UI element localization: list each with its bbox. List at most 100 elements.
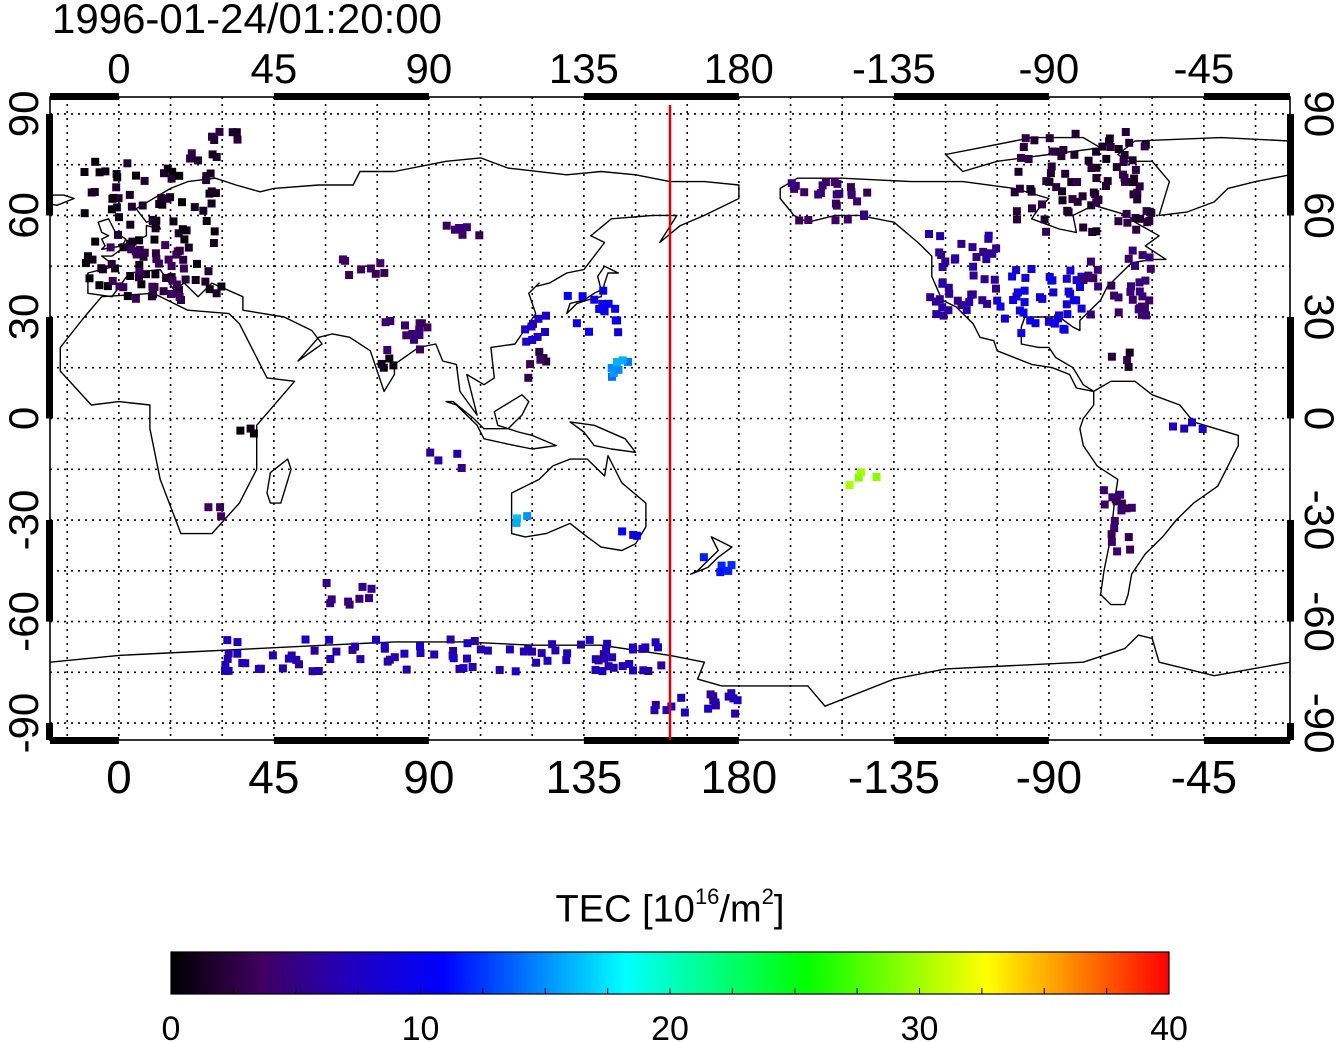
tec-point: [1087, 201, 1096, 210]
x-tick-label-bottom: 180: [701, 751, 778, 803]
y-tick-label-left: 0: [0, 407, 47, 430]
frame-band-left: [46, 316, 53, 419]
tec-point: [371, 269, 380, 278]
tec-point: [1042, 227, 1051, 236]
tec-point: [389, 361, 398, 370]
tec-point: [1180, 424, 1189, 433]
tec-point: [386, 317, 395, 325]
tec-point: [159, 287, 168, 296]
tec-point: [1026, 185, 1035, 194]
tec-point: [111, 264, 120, 273]
tec-point: [1020, 286, 1029, 295]
coast-canada-islands: [944, 136, 1102, 173]
tec-point: [717, 561, 726, 570]
coast-south-america: [1079, 380, 1240, 606]
tec-point: [80, 209, 89, 218]
tec-point: [401, 321, 409, 330]
tec-point: [107, 260, 116, 268]
tec-point: [962, 306, 971, 315]
tec-point: [731, 709, 740, 718]
tec-point: [332, 647, 341, 656]
tec-point: [847, 188, 856, 197]
tec-point: [408, 329, 417, 338]
tec-point: [1038, 294, 1047, 303]
tec-point: [1098, 142, 1107, 151]
tec-point: [1107, 537, 1116, 546]
tec-point: [377, 359, 386, 368]
tec-point: [1114, 145, 1123, 153]
coast-britain: [97, 218, 127, 251]
tec-point: [1061, 169, 1070, 178]
tec-point: [1112, 497, 1121, 506]
tec-point: [519, 647, 528, 656]
colorbar-tick-label: 10: [402, 1010, 440, 1042]
tec-point: [733, 696, 742, 705]
tec-point: [125, 190, 134, 199]
tec-point: [624, 357, 632, 366]
tec-point: [184, 243, 193, 252]
tec-point: [204, 503, 213, 512]
tec-point: [162, 274, 171, 282]
tec-point: [1027, 265, 1036, 273]
tec-point: [327, 595, 336, 604]
tec-point: [1017, 153, 1025, 162]
tec-point: [1127, 282, 1135, 291]
tec-point: [1198, 425, 1207, 433]
tec-point: [154, 259, 163, 268]
tec-point: [453, 449, 462, 458]
tec-point: [112, 203, 121, 212]
tec-point: [88, 255, 97, 264]
tec-point: [278, 664, 287, 673]
tec-point: [657, 661, 666, 670]
tec-point: [505, 645, 514, 654]
tec-point: [602, 645, 611, 654]
tec-point: [1055, 311, 1063, 320]
tec-point: [119, 283, 128, 292]
tec-point: [613, 316, 622, 325]
tec-point: [187, 149, 196, 158]
tec-point: [600, 654, 609, 663]
tec-point: [1024, 155, 1033, 163]
tec-point: [860, 212, 869, 220]
tec-point: [724, 566, 733, 575]
tec-point: [458, 230, 467, 239]
tec-point: [967, 290, 976, 299]
tec-point: [169, 217, 178, 226]
coast-indonesia: [445, 394, 557, 450]
tec-point: [1145, 216, 1154, 225]
tec-point: [727, 561, 736, 570]
tec-point: [1046, 169, 1055, 178]
tec-point: [950, 255, 959, 264]
tec-point: [511, 667, 520, 676]
tec-point: [348, 645, 357, 654]
tec-point: [598, 299, 607, 308]
tec-point: [1125, 348, 1134, 357]
tec-point: [108, 277, 117, 285]
tec-point: [301, 635, 310, 644]
tec-point: [1110, 516, 1119, 525]
tec-point: [572, 319, 581, 328]
tec-point: [1114, 293, 1123, 302]
colorbar: 0 10 20 30 40: [162, 951, 1188, 1042]
tec-point: [423, 323, 432, 332]
tec-point: [356, 655, 365, 664]
tec-point: [654, 643, 662, 652]
tec-point: [1048, 147, 1057, 156]
tec-point: [941, 257, 950, 266]
tec-point: [968, 243, 977, 252]
tec-point: [1063, 310, 1072, 319]
tec-point: [1060, 325, 1069, 334]
tec-point: [416, 642, 424, 651]
tec-point: [132, 171, 140, 180]
tec-point: [126, 272, 135, 280]
tec-point: [150, 235, 159, 244]
tec-point: [131, 294, 140, 303]
tec-point: [931, 297, 940, 306]
tec-point: [215, 127, 224, 136]
tec-point: [1112, 163, 1121, 172]
tec-point: [1142, 207, 1151, 216]
tec-point: [152, 255, 161, 264]
y-tick-label-right: 0: [1296, 407, 1340, 430]
tec-point: [1076, 283, 1084, 291]
tec-point: [846, 183, 855, 192]
